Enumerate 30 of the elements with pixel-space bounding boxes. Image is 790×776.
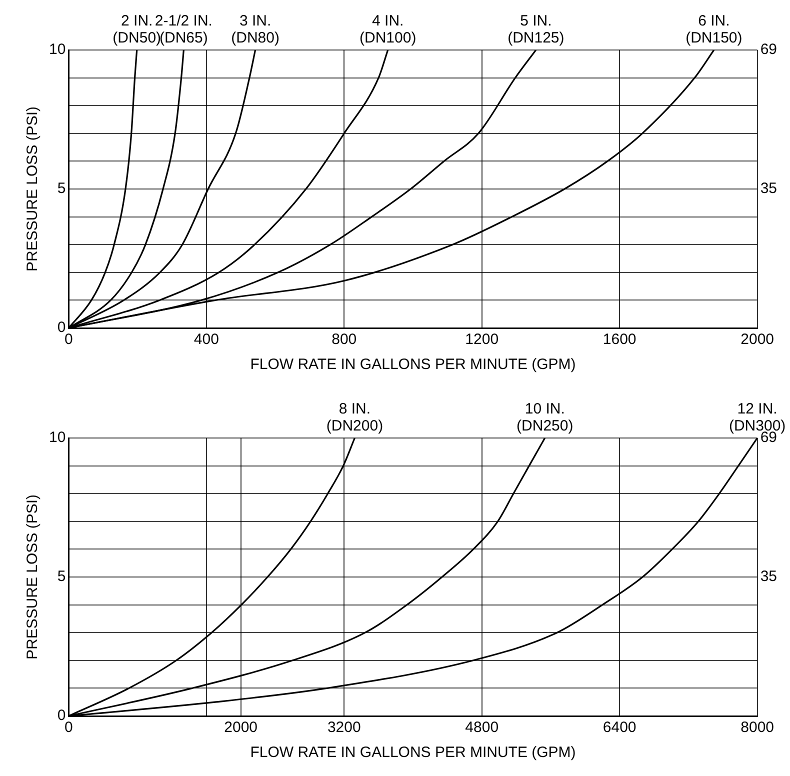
y2-tick-label: 69 <box>760 41 778 58</box>
x-tick-label: 8000 <box>740 719 774 736</box>
series-label: 3 IN. (DN80) <box>231 12 280 47</box>
series-label: 6 IN. (DN150) <box>686 12 742 47</box>
series-label: 12 IN. (DN300) <box>728 400 786 435</box>
x-tick-label: 1200 <box>465 331 499 348</box>
y-tick-label: 0 <box>57 707 66 724</box>
y-tick-label: 0 <box>57 319 66 336</box>
y-axis-title: PRESSURE LOSS (PSI) <box>24 494 42 660</box>
y2-tick-label: 35 <box>760 180 778 198</box>
y2-tick-label: 35 <box>760 568 778 586</box>
series-label: 5 IN. (DN125) <box>508 12 564 47</box>
x-tick-label: 2000 <box>224 719 258 736</box>
x-tick-label: 800 <box>332 331 357 348</box>
y-tick-label: 5 <box>57 568 66 586</box>
x-tick-label: 6400 <box>602 719 636 736</box>
x-tick-label: 3200 <box>327 719 361 736</box>
x-tick-label: 400 <box>194 331 219 348</box>
series-label: 4 IN. (DN100) <box>360 12 416 47</box>
series-label: 8 IN. (DN200) <box>326 400 384 435</box>
series-label: 10 IN. (DN250) <box>516 400 574 435</box>
x-tick-label: 4800 <box>465 719 499 736</box>
y-tick-label: 5 <box>57 180 66 198</box>
x-tick-label: 1600 <box>602 331 636 348</box>
y-tick-label: 10 <box>48 429 66 446</box>
x-tick-label: 2000 <box>740 331 774 348</box>
y-axis-title: PRESSURE LOSS (PSI) <box>24 106 42 272</box>
x-axis-title: FLOW RATE IN GALLONS PER MINUTE (GPM) <box>250 744 576 762</box>
y-tick-label: 10 <box>48 41 66 58</box>
x-axis-title: FLOW RATE IN GALLONS PER MINUTE (GPM) <box>250 356 576 374</box>
